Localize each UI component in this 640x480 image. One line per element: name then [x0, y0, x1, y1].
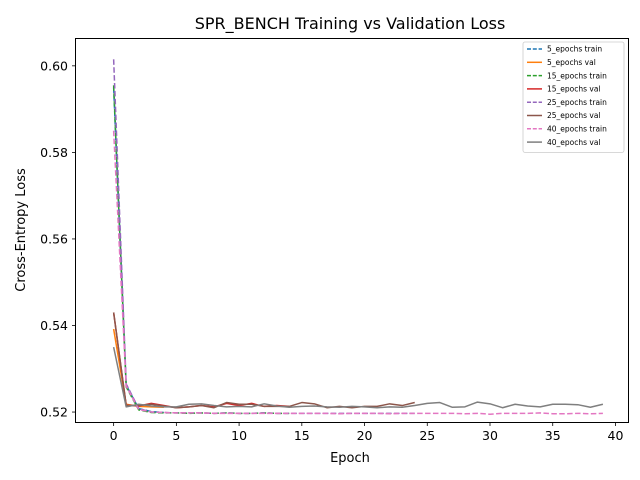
y-axis-label: Cross-Entropy Loss: [14, 168, 29, 292]
x-tick-label: 30: [482, 428, 498, 443]
series-line-40-epochs-val: [112, 346, 604, 409]
x-tick-label: 15: [294, 428, 310, 443]
series-layer: [112, 59, 604, 415]
legend-label: 5_epochs train: [547, 45, 602, 54]
y-axis: 0.52 0.54 0.56 0.58 0.60: [40, 58, 76, 420]
legend-label: 40_epochs val: [547, 138, 601, 147]
x-tick-label: 35: [545, 428, 561, 443]
series-line-15-epochs-val: [112, 312, 290, 409]
plot-frame: [75, 38, 629, 423]
y-tick-label: 0.58: [40, 145, 68, 160]
series-line-25-epochs-val: [112, 312, 415, 409]
x-axis: 0 5 10 15 20 25 30 35 40: [110, 422, 624, 443]
x-tick-label: 0: [110, 428, 118, 443]
chart-title: SPR_BENCH Training vs Validation Loss: [195, 14, 506, 34]
y-tick-label: 0.52: [40, 405, 68, 420]
series-line-40-epochs-train: [112, 130, 603, 415]
x-tick-label: 10: [231, 428, 247, 443]
legend: 5_epochs train 5_epochs val 15_epochs trai…: [522, 41, 625, 153]
legend-box: [522, 41, 625, 153]
y-tick-label: 0.60: [40, 58, 68, 73]
x-tick-label: 20: [357, 428, 373, 443]
legend-label: 15_epochs train: [547, 71, 607, 80]
legend-label: 5_epochs val: [547, 58, 596, 67]
series-line-25-epochs-train: [112, 59, 415, 415]
legend-label: 15_epochs val: [547, 85, 601, 94]
x-axis-label: Epoch: [330, 451, 370, 466]
x-tick-label: 40: [608, 428, 624, 443]
legend-label: 25_epochs val: [547, 111, 601, 120]
x-tick-label: 5: [172, 428, 180, 443]
x-tick-label: 25: [419, 428, 435, 443]
y-tick-label: 0.56: [40, 231, 68, 246]
legend-label: 25_epochs train: [547, 98, 607, 107]
legend-label: 40_epochs train: [547, 125, 607, 134]
y-tick-label: 0.54: [40, 318, 68, 333]
series-line-15-epochs-train: [112, 85, 290, 415]
